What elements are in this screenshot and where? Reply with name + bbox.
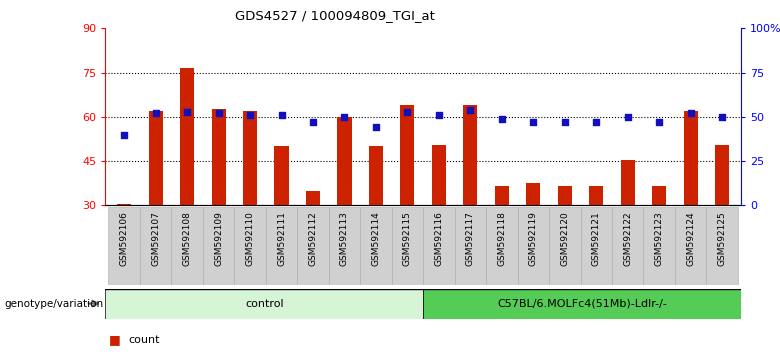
Point <box>653 119 665 125</box>
Bar <box>621 160 635 205</box>
Point <box>590 119 602 125</box>
Text: GSM592106: GSM592106 <box>119 211 129 266</box>
Point <box>716 114 729 120</box>
Bar <box>306 190 320 205</box>
Text: GSM592108: GSM592108 <box>183 211 192 266</box>
Point <box>527 119 540 125</box>
Point <box>118 132 130 137</box>
Point <box>495 116 508 121</box>
Bar <box>518 207 549 285</box>
Bar <box>328 207 360 285</box>
Text: GSM592109: GSM592109 <box>214 211 223 266</box>
Bar <box>266 207 297 285</box>
Bar <box>549 207 580 285</box>
Text: GSM592116: GSM592116 <box>434 211 443 266</box>
Text: GSM592113: GSM592113 <box>340 211 349 266</box>
Bar <box>612 207 644 285</box>
Point <box>275 112 288 118</box>
Bar <box>360 207 392 285</box>
Text: GSM592121: GSM592121 <box>592 211 601 266</box>
Bar <box>463 105 477 205</box>
Text: C57BL/6.MOLFc4(51Mb)-Ldlr-/-: C57BL/6.MOLFc4(51Mb)-Ldlr-/- <box>497 298 667 309</box>
Bar <box>117 204 131 205</box>
Point <box>339 114 351 120</box>
Point <box>181 109 193 114</box>
Bar <box>234 207 266 285</box>
Bar <box>297 207 328 285</box>
Text: GSM592123: GSM592123 <box>654 211 664 266</box>
Text: control: control <box>245 298 284 309</box>
Bar <box>105 289 424 319</box>
Bar <box>140 207 172 285</box>
Point <box>244 112 257 118</box>
Point <box>212 110 225 116</box>
Text: GSM592112: GSM592112 <box>309 211 317 266</box>
Bar <box>715 145 729 205</box>
Text: GSM592120: GSM592120 <box>560 211 569 266</box>
Bar <box>108 207 140 285</box>
Point <box>150 110 162 116</box>
Text: genotype/variation: genotype/variation <box>4 298 103 309</box>
Bar <box>683 111 698 205</box>
Text: GSM592119: GSM592119 <box>529 211 537 266</box>
Point <box>307 119 319 125</box>
Bar <box>369 146 383 205</box>
Bar <box>180 68 194 205</box>
Bar <box>423 207 455 285</box>
Text: GDS4527 / 100094809_TGI_at: GDS4527 / 100094809_TGI_at <box>236 9 435 22</box>
Text: GSM592111: GSM592111 <box>277 211 286 266</box>
Text: GSM592110: GSM592110 <box>246 211 254 266</box>
Bar <box>203 207 234 285</box>
Text: GSM592114: GSM592114 <box>371 211 381 266</box>
Bar <box>455 207 486 285</box>
Bar <box>707 207 738 285</box>
Bar <box>495 186 509 205</box>
Text: GSM592124: GSM592124 <box>686 211 695 266</box>
Point <box>401 109 413 114</box>
Point <box>622 114 634 120</box>
Bar <box>172 207 203 285</box>
Point <box>464 107 477 113</box>
Bar <box>644 207 675 285</box>
Text: GSM592115: GSM592115 <box>403 211 412 266</box>
Text: ■: ■ <box>109 333 121 346</box>
Point <box>684 110 697 116</box>
Text: GSM592117: GSM592117 <box>466 211 475 266</box>
Bar <box>424 289 741 319</box>
Bar <box>486 207 518 285</box>
Point <box>370 125 382 130</box>
Bar <box>558 186 572 205</box>
Bar <box>148 111 163 205</box>
Bar <box>211 109 225 205</box>
Bar <box>526 183 541 205</box>
Bar <box>392 207 423 285</box>
Bar <box>580 207 612 285</box>
Bar <box>338 117 352 205</box>
Text: GSM592125: GSM592125 <box>718 211 727 266</box>
Point <box>433 112 445 118</box>
Text: count: count <box>129 335 160 345</box>
Bar <box>432 145 446 205</box>
Bar <box>589 186 603 205</box>
Bar <box>400 105 414 205</box>
Text: GSM592107: GSM592107 <box>151 211 160 266</box>
Bar <box>675 207 707 285</box>
Text: GSM592122: GSM592122 <box>623 211 633 266</box>
Point <box>558 119 571 125</box>
Bar <box>275 146 289 205</box>
Text: GSM592118: GSM592118 <box>498 211 506 266</box>
Bar <box>243 111 257 205</box>
Bar <box>652 186 666 205</box>
